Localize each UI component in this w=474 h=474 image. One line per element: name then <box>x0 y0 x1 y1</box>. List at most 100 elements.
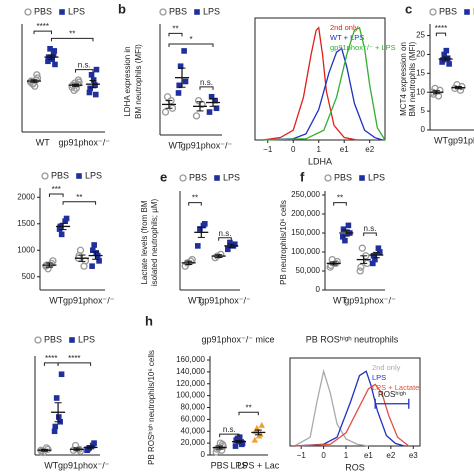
point <box>58 371 65 378</box>
y-axis-label: LDHA expression in <box>123 46 132 116</box>
point <box>63 215 70 222</box>
x-tick-label: WT <box>49 295 63 305</box>
point <box>236 434 243 440</box>
significance-bracket <box>48 193 64 197</box>
point <box>194 9 200 15</box>
y-axis-label: BM neutrophils (MFI) <box>134 44 143 119</box>
y-tick-label: 5 <box>421 106 426 115</box>
y-axis-label: isolated neutrophils; µM) <box>150 199 159 287</box>
density-curve <box>262 47 383 141</box>
significance-label: ** <box>69 30 75 39</box>
panel-letter: f <box>300 169 305 184</box>
point <box>212 97 218 104</box>
density-curve <box>294 370 405 447</box>
point <box>51 428 58 435</box>
point <box>214 175 220 181</box>
x-tick-label: gp91phox⁻/⁻ <box>58 137 110 147</box>
point <box>69 337 75 343</box>
significance-label: ** <box>76 193 82 202</box>
point <box>358 244 366 252</box>
point <box>93 250 100 256</box>
y-tick-label: 25 <box>416 31 425 40</box>
legend-label: LPS <box>85 170 102 180</box>
point <box>356 267 364 275</box>
point <box>181 48 187 54</box>
point <box>194 96 203 105</box>
x-tick-label: −1 <box>297 451 307 460</box>
x-tick-label: LPS + Lac <box>237 460 279 470</box>
x-tick-label: e1 <box>364 451 373 460</box>
panel-letter: b <box>118 1 126 16</box>
point <box>227 239 233 246</box>
significance-bracket <box>62 201 97 205</box>
panel-letter: h <box>145 313 153 328</box>
point <box>251 436 259 443</box>
point <box>24 8 32 16</box>
density-curve <box>262 26 358 141</box>
significance-label: *** <box>52 185 61 194</box>
significance-bracket <box>363 232 377 236</box>
y-axis-label: PB ROSʰⁱᵍʰ neutrophils/10⁶ cells <box>147 350 156 465</box>
y-tick-label: 1000 <box>17 245 35 254</box>
point <box>44 265 52 273</box>
point <box>59 9 65 15</box>
x-tick-label: e2 <box>365 145 374 154</box>
point <box>90 77 97 83</box>
x-tick-label: −1 <box>263 145 273 154</box>
legend-label: 2nd only <box>330 23 359 32</box>
point <box>370 253 377 259</box>
y-tick-label: 500 <box>22 272 36 281</box>
legend-label: PBS <box>334 172 352 182</box>
x-tick-label: PBS <box>211 460 229 470</box>
significance-label: **** <box>37 22 49 31</box>
significance-bracket <box>57 362 92 366</box>
point <box>441 51 448 58</box>
point <box>345 222 352 229</box>
point <box>239 441 245 448</box>
point <box>370 260 376 267</box>
legend-label: LPS + Lactate <box>372 383 419 392</box>
significance-label: **** <box>45 354 57 363</box>
x-axis-label: LDHA <box>308 156 332 166</box>
point <box>91 242 97 248</box>
significance-label: n.s. <box>78 61 91 70</box>
x-tick-label: e3 <box>409 451 418 460</box>
point <box>49 257 57 265</box>
y-tick-label: 100,000 <box>176 391 205 400</box>
density-curve <box>294 368 369 447</box>
y-axis-label: PB neutrophils/10⁶ cells <box>279 200 288 285</box>
point <box>179 174 187 182</box>
point <box>340 234 346 240</box>
y-tick-label: 1500 <box>17 219 35 228</box>
x-axis-label: ROS <box>345 462 365 472</box>
legend-label: LPS <box>372 373 386 382</box>
y-tick-label: 140,000 <box>176 367 205 376</box>
point <box>464 9 470 15</box>
y-tick-label: 60,000 <box>181 414 206 423</box>
point <box>429 8 437 16</box>
significance-bracket <box>219 433 240 438</box>
point <box>86 89 93 96</box>
point <box>195 243 201 249</box>
x-tick-label: gp91phox⁻/⁻ <box>181 140 233 150</box>
legend-label: LPS <box>223 172 240 182</box>
point <box>255 432 263 439</box>
point <box>88 72 95 78</box>
y-tick-label: 100,000 <box>291 247 320 256</box>
point <box>92 82 98 88</box>
y-tick-label: 10 <box>416 87 425 96</box>
point <box>206 109 213 115</box>
significance-label: n.s. <box>364 224 377 233</box>
y-tick-label: 40,000 <box>181 426 206 435</box>
point <box>213 105 220 112</box>
y-tick-label: 250,000 <box>291 190 320 199</box>
y-tick-label: 0 <box>201 450 206 459</box>
x-tick-label: 1 <box>344 451 349 460</box>
point <box>202 221 208 227</box>
point <box>258 421 266 428</box>
point <box>443 47 450 54</box>
x-tick-label: e2 <box>386 451 395 460</box>
x-tick-label: gp91phox⁻/⁻ <box>344 295 396 305</box>
point <box>76 173 82 179</box>
legend-label: PBS <box>439 6 457 16</box>
